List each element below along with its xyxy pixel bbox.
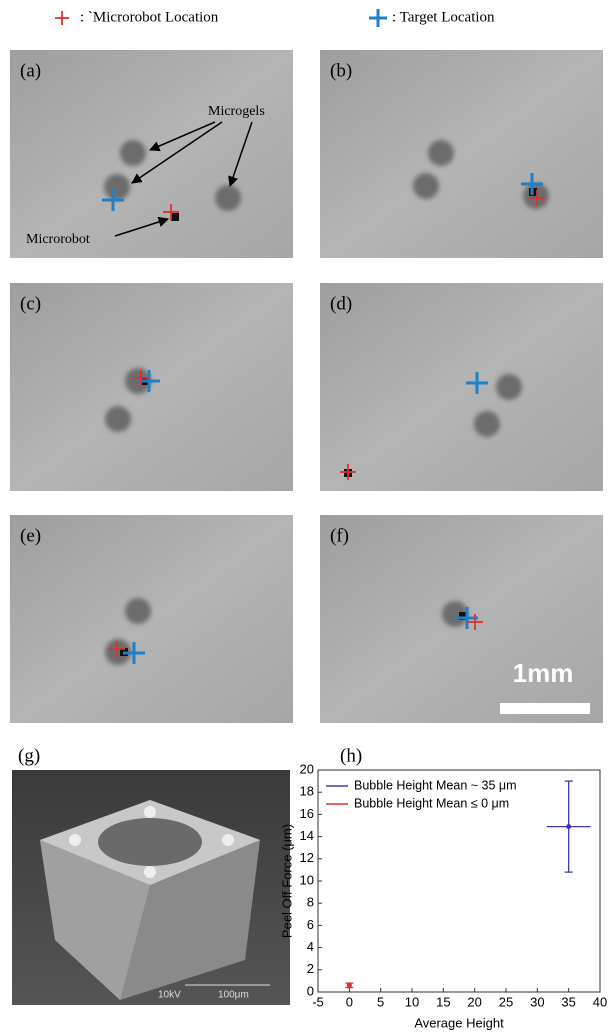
microgel (474, 411, 500, 437)
y-tick-label: 0 (307, 983, 314, 998)
legend-text: : Target Location (392, 9, 495, 25)
legend-label: Bubble Height Mean ~ 35 μm (354, 778, 517, 792)
photo (10, 50, 293, 258)
photo (10, 515, 293, 723)
sem-cone (222, 834, 234, 846)
panel-label: (c) (20, 293, 41, 314)
x-tick-label: 25 (499, 994, 513, 1009)
x-tick-label: 10 (405, 994, 419, 1009)
sem-label: 100μm (218, 990, 249, 1001)
sem-cone (69, 834, 81, 846)
y-tick-label: 8 (307, 895, 314, 910)
y-tick-label: 12 (300, 850, 314, 865)
panel-label: (f) (330, 525, 349, 546)
sem-cone (144, 806, 156, 818)
microgel (105, 406, 131, 432)
y-tick-label: 16 (300, 806, 314, 821)
sem-label: 10kV (158, 990, 181, 1001)
x-tick-label: 5 (377, 994, 384, 1009)
photo (320, 283, 603, 491)
page: {"legend": {"robot": ": `Microrobot Loca… (0, 0, 608, 1033)
annotation: Microgels (208, 104, 265, 119)
y-tick-label: 10 (300, 872, 314, 887)
photo (320, 50, 603, 258)
y-tick-label: 14 (300, 828, 314, 843)
y-tick-label: 18 (300, 784, 314, 799)
y-axis-label: Peel Off Force (μm) (279, 824, 294, 938)
y-tick-label: 6 (307, 917, 314, 932)
x-tick-label: 15 (436, 994, 450, 1009)
microgel (120, 140, 146, 166)
x-tick-label: 30 (530, 994, 544, 1009)
scale-bar (500, 703, 590, 714)
sem-cone (144, 866, 156, 878)
y-tick-label: 4 (307, 939, 314, 954)
figure: : `Microrobot Location : Target Location… (0, 0, 608, 1033)
microgel (104, 174, 130, 200)
panel-label: (h) (340, 745, 362, 766)
microgel (125, 598, 151, 624)
x-tick-label: 35 (561, 994, 575, 1009)
point (566, 824, 571, 829)
panel-label: (d) (330, 293, 352, 314)
legend-text: : `Microrobot Location (80, 9, 219, 25)
annotation: Microrobot (26, 232, 90, 247)
x-tick-label: 20 (467, 994, 481, 1009)
photos: (a) (b) (c) (d) (e) (f) (10, 9, 603, 723)
point (347, 983, 352, 988)
microgel (215, 185, 241, 211)
panel-label: (e) (20, 525, 41, 546)
sem-well (98, 818, 202, 866)
panel-label: (a) (20, 60, 41, 81)
y-tick-label: 2 (307, 961, 314, 976)
photo (10, 283, 293, 491)
panel-label: (g) (18, 745, 40, 766)
y-tick-label: 20 (300, 761, 314, 776)
microgel (413, 173, 439, 199)
panel-label: (b) (330, 60, 352, 81)
microrobot (171, 213, 179, 221)
legend-label: Bubble Height Mean ≤ 0 μm (354, 796, 509, 810)
scale-bar-label: 1mm (513, 658, 574, 688)
microgel (496, 374, 522, 400)
x-tick-label: 0 (346, 994, 353, 1009)
x-axis-label: Average Height (414, 1015, 504, 1030)
x-tick-label: 40 (593, 994, 607, 1009)
microgel (428, 140, 454, 166)
